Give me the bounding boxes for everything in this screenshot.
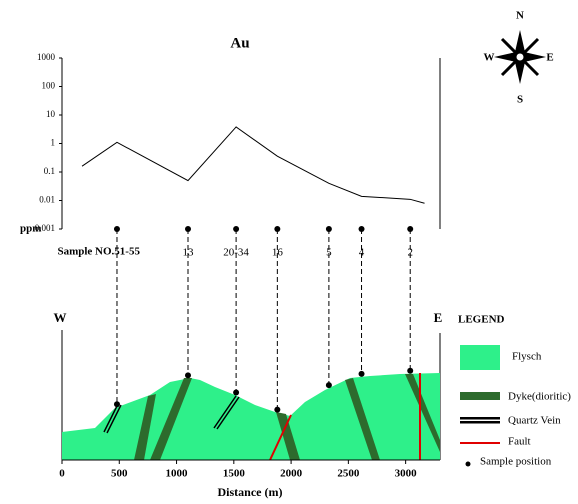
y-tick-label: 0.01	[39, 195, 55, 205]
legend-label: Dyke(dioritic)	[508, 391, 571, 403]
compass-s: S	[517, 94, 523, 106]
y-tick-label: 10	[46, 109, 56, 119]
sample-label: 2	[407, 247, 413, 259]
sample-position	[233, 389, 240, 396]
sample-top	[358, 226, 365, 232]
dykes	[134, 374, 440, 460]
sample-position	[358, 370, 365, 377]
sample-top	[274, 226, 281, 232]
y-axis-label: ppm	[20, 223, 41, 235]
sample-top	[113, 226, 120, 232]
west-label: W	[54, 310, 67, 325]
quartz-veins	[103, 395, 240, 434]
legend-label: Flysch	[512, 351, 542, 363]
sample-top	[185, 226, 191, 232]
sample-top	[407, 226, 414, 232]
x-tick-label: 0	[59, 468, 65, 480]
sample-position	[274, 406, 281, 413]
compass	[494, 30, 546, 84]
x-tick-label: 3000	[395, 468, 418, 480]
legend-swatch	[465, 461, 471, 467]
sample-top	[325, 226, 332, 232]
au-line	[81, 126, 425, 204]
legend-swatch	[460, 417, 500, 420]
legend-label: Fault	[508, 436, 531, 448]
y-tick-label: 100	[42, 81, 56, 91]
chart-title: Au	[230, 35, 249, 51]
legend-label: Quartz Vein	[508, 415, 561, 427]
x-tick-label: 2500	[337, 468, 360, 480]
sample-label: 16	[272, 247, 284, 259]
x-tick-label: 1000	[166, 468, 189, 480]
flysch	[62, 373, 440, 460]
compass-n: N	[516, 10, 524, 22]
legend-swatch	[460, 345, 500, 370]
sample-position	[325, 382, 332, 389]
sample-position	[185, 372, 191, 379]
sample-position	[113, 401, 120, 408]
y-tick-label: 0.1	[44, 166, 55, 176]
x-tick-label: 2000	[280, 468, 303, 480]
y-tick-label: 1000	[37, 52, 56, 62]
sample-label: 5	[326, 247, 332, 259]
x-tick-label: 1500	[223, 468, 246, 480]
east-label: E	[434, 310, 443, 325]
x-axis-label: Distance (m)	[218, 485, 283, 499]
sample-label: Sample NO.51-55	[57, 246, 140, 258]
sample-position	[407, 367, 414, 374]
y-tick-label: 1	[51, 138, 56, 148]
compass-e: E	[546, 52, 553, 64]
sample-label: 4	[359, 247, 365, 259]
compass-w: W	[484, 52, 495, 64]
legend-title: LEGEND	[458, 314, 505, 326]
y-tick-label: 0.001	[35, 223, 55, 233]
x-tick-label: 500	[111, 468, 128, 480]
legend-swatch	[460, 421, 500, 424]
sample-top	[233, 226, 240, 232]
legend-swatch	[460, 392, 500, 400]
sample-label: 20-34	[223, 247, 249, 259]
legend-label: Sample position	[480, 456, 552, 468]
sample-label: 13	[183, 247, 195, 259]
faults	[269, 373, 421, 461]
